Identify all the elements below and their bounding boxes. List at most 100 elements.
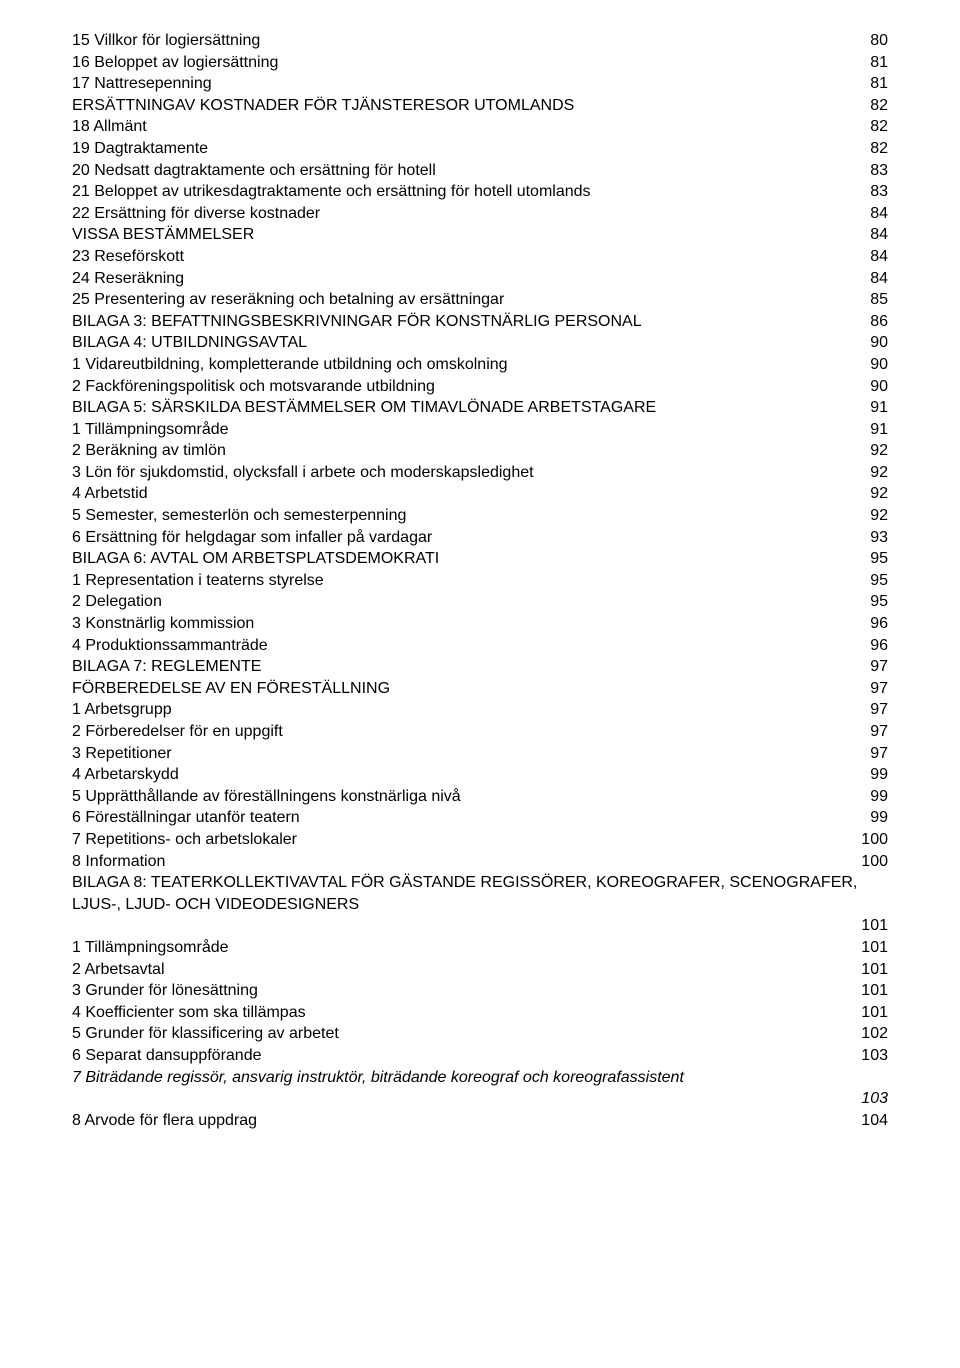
toc-label: 4 Produktionssammanträde xyxy=(72,635,268,657)
toc-label: 5 Upprätthållande av föreställningens ko… xyxy=(72,786,461,808)
toc-page-number: 86 xyxy=(870,311,888,333)
toc-label: 5 Grunder för klassificering av arbetet xyxy=(72,1023,339,1045)
toc-label: 8 Information xyxy=(72,851,165,873)
toc-entry: 4 Arbetstid 92 xyxy=(72,483,888,505)
toc-label: BILAGA 5: SÄRSKILDA BESTÄMMELSER OM TIMA… xyxy=(72,397,656,419)
toc-label: 20 Nedsatt dagtraktamente och ersättning… xyxy=(72,160,436,182)
toc-entry: 25 Presentering av reseräkning och betal… xyxy=(72,289,888,311)
toc-page-number: 103 xyxy=(861,1088,888,1110)
toc-entry: BILAGA 8: TEATERKOLLEKTIVAVTAL FÖR GÄSTA… xyxy=(72,872,888,937)
toc-label: 18 Allmänt xyxy=(72,116,147,138)
toc-entry: ERSÄTTNINGAV KOSTNADER FÖR TJÄNSTERESOR … xyxy=(72,95,888,117)
toc-label: 25 Presentering av reseräkning och betal… xyxy=(72,289,504,311)
toc-page-number: 92 xyxy=(870,505,888,527)
toc-page-number: 99 xyxy=(870,764,888,786)
toc-label: 4 Arbetstid xyxy=(72,483,148,505)
toc-entry: 2 Förberedelser för en uppgift97 xyxy=(72,721,888,743)
toc-label: 6 Separat dansuppförande xyxy=(72,1045,261,1067)
toc-entry: 5 Upprätthållande av föreställningens ko… xyxy=(72,786,888,808)
toc-page-number: 84 xyxy=(870,246,888,268)
toc-entry: 4 Arbetarskydd 99 xyxy=(72,764,888,786)
toc-entry: 4 Produktionssammanträde 96 xyxy=(72,635,888,657)
toc-label: BILAGA 6: AVTAL OM ARBETSPLATSDEMOKRATI xyxy=(72,548,439,570)
toc-entry: 22 Ersättning för diverse kostnader84 xyxy=(72,203,888,225)
toc-page-number: 81 xyxy=(870,52,888,74)
toc-label: 2 Beräkning av timlön xyxy=(72,440,226,462)
toc-page-number: 102 xyxy=(861,1023,888,1045)
toc-entry: 2 Fackföreningspolitisk och motsvarande … xyxy=(72,376,888,398)
toc-label: 2 Arbetsavtal xyxy=(72,959,165,981)
toc-entry: 8 Information100 xyxy=(72,851,888,873)
toc-label: 6 Föreställningar utanför teatern xyxy=(72,807,300,829)
toc-entry: 18 Allmänt 82 xyxy=(72,116,888,138)
toc-label: 4 Koefficienter som ska tillämpas xyxy=(72,1002,306,1024)
toc-page-number: 104 xyxy=(861,1110,888,1132)
toc-label: 3 Grunder för lönesättning xyxy=(72,980,258,1002)
toc-entry: 2 Delegation95 xyxy=(72,591,888,613)
toc-label: 1 Representation i teaterns styrelse xyxy=(72,570,324,592)
toc-label: 8 Arvode för flera uppdrag xyxy=(72,1110,257,1132)
toc-label: BILAGA 8: TEATERKOLLEKTIVAVTAL FÖR GÄSTA… xyxy=(72,872,888,915)
toc-entry: 1 Tillämpningsområde101 xyxy=(72,937,888,959)
toc-entry: 2 Beräkning av timlön 92 xyxy=(72,440,888,462)
toc-entry: 3 Grunder för lönesättning 101 xyxy=(72,980,888,1002)
toc-label: 5 Semester, semesterlön och semesterpenn… xyxy=(72,505,406,527)
toc-label: 19 Dagtraktamente xyxy=(72,138,208,160)
toc-entry: 21 Beloppet av utrikesdagtraktamente och… xyxy=(72,181,888,203)
toc-entry: 19 Dagtraktamente82 xyxy=(72,138,888,160)
toc-label: FÖRBEREDELSE AV EN FÖRESTÄLLNING xyxy=(72,678,390,700)
toc-page-number: 96 xyxy=(870,613,888,635)
toc-page-number: 101 xyxy=(861,915,888,937)
table-of-contents: 15 Villkor för logiersättning8016 Belopp… xyxy=(72,30,888,1131)
toc-page-number: 84 xyxy=(870,203,888,225)
toc-label: ERSÄTTNINGAV KOSTNADER FÖR TJÄNSTERESOR … xyxy=(72,95,574,117)
toc-entry: 17 Nattresepenning81 xyxy=(72,73,888,95)
toc-page-number: 101 xyxy=(861,1002,888,1024)
toc-label: 1 Tillämpningsområde xyxy=(72,937,229,959)
toc-page-number: 85 xyxy=(870,289,888,311)
toc-entry: 6 Separat dansuppförande 103 xyxy=(72,1045,888,1067)
toc-entry: 20 Nedsatt dagtraktamente och ersättning… xyxy=(72,160,888,182)
toc-page-number: 101 xyxy=(861,959,888,981)
toc-entry: BILAGA 6: AVTAL OM ARBETSPLATSDEMOKRATI9… xyxy=(72,548,888,570)
toc-page-number: 82 xyxy=(870,116,888,138)
toc-page-number: 90 xyxy=(870,354,888,376)
toc-page-number: 96 xyxy=(870,635,888,657)
toc-page-number: 101 xyxy=(861,980,888,1002)
toc-page-number: 83 xyxy=(870,181,888,203)
toc-page-number: 84 xyxy=(870,268,888,290)
toc-page-number: 95 xyxy=(870,570,888,592)
toc-entry: 1 Tillämpningsområde 91 xyxy=(72,419,888,441)
toc-label: 1 Tillämpningsområde xyxy=(72,419,229,441)
toc-label: 1 Vidareutbildning, kompletterande utbil… xyxy=(72,354,508,376)
toc-page-number: 95 xyxy=(870,591,888,613)
toc-page-number: 93 xyxy=(870,527,888,549)
toc-page-number: 83 xyxy=(870,160,888,182)
toc-entry: 7 Repetitions- och arbetslokaler100 xyxy=(72,829,888,851)
toc-label: 2 Fackföreningspolitisk och motsvarande … xyxy=(72,376,435,398)
toc-page-number: 97 xyxy=(870,656,888,678)
toc-label: 23 Reseförskott xyxy=(72,246,184,268)
toc-entry: 1 Representation i teaterns styrelse 95 xyxy=(72,570,888,592)
toc-page-number: 92 xyxy=(870,483,888,505)
toc-page-number: 91 xyxy=(870,397,888,419)
toc-label: 21 Beloppet av utrikesdagtraktamente och… xyxy=(72,181,591,203)
toc-entry: BILAGA 7: REGLEMENTE97 xyxy=(72,656,888,678)
toc-page-number: 80 xyxy=(870,30,888,52)
toc-label: 4 Arbetarskydd xyxy=(72,764,179,786)
toc-entry: 15 Villkor för logiersättning 80 xyxy=(72,30,888,52)
toc-entry: 6 Föreställningar utanför teatern99 xyxy=(72,807,888,829)
toc-page-number: 81 xyxy=(870,73,888,95)
toc-entry: FÖRBEREDELSE AV EN FÖRESTÄLLNING 97 xyxy=(72,678,888,700)
toc-page-number: 91 xyxy=(870,419,888,441)
toc-page-number: 97 xyxy=(870,678,888,700)
toc-page-number: 92 xyxy=(870,440,888,462)
toc-page-number: 97 xyxy=(870,743,888,765)
toc-page-number: 97 xyxy=(870,721,888,743)
toc-page-number: 103 xyxy=(861,1045,888,1067)
toc-entry: 23 Reseförskott 84 xyxy=(72,246,888,268)
toc-label: 15 Villkor för logiersättning xyxy=(72,30,260,52)
toc-entry: 3 Repetitioner97 xyxy=(72,743,888,765)
toc-label: 3 Konstnärlig kommission xyxy=(72,613,254,635)
toc-entry: 5 Semester, semesterlön och semesterpenn… xyxy=(72,505,888,527)
